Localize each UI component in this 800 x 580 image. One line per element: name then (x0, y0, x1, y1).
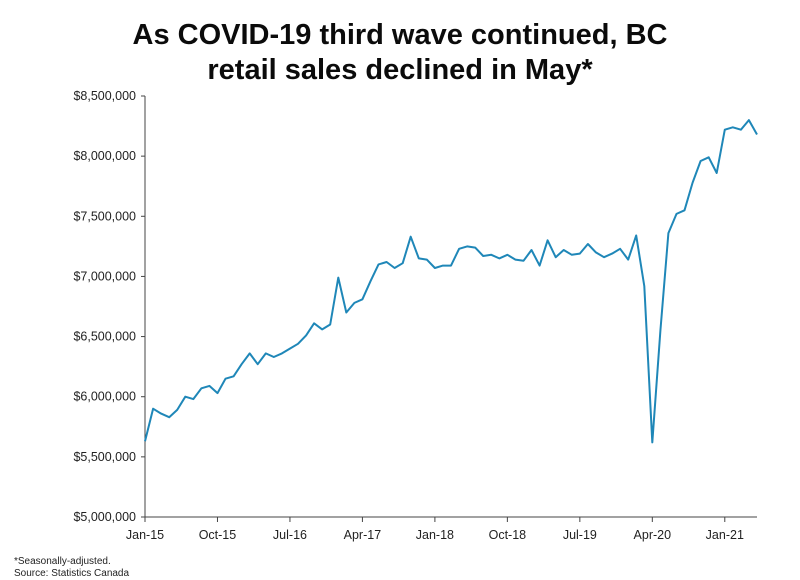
y-tick-label: $8,000,000 (73, 149, 136, 163)
y-tick-label: $6,500,000 (73, 330, 136, 344)
chart-title-line-1: As COVID-19 third wave continued, BC (132, 19, 668, 51)
footnote-seasonally-adjusted: *Seasonally-adjusted. (14, 556, 111, 567)
y-tick-label: $7,500,000 (73, 209, 136, 223)
y-tick-label: $7,000,000 (73, 269, 136, 283)
x-tick-label: Jan-21 (706, 528, 744, 542)
x-tick-label: Apr-17 (344, 528, 382, 542)
y-tick-label: $5,000,000 (73, 510, 136, 524)
x-axis: Jan-15 Oct-15 Jul-16 Apr-17 Jan-18 Oct-18 Jul-… (126, 516, 757, 542)
footnotes: *Seasonally-adjusted. Source: Statistics… (14, 556, 129, 580)
y-tick-label: $6,000,000 (73, 390, 136, 404)
x-tick-label: Jan-18 (416, 528, 454, 542)
chart-title-line-2: retail sales declined in May* (207, 54, 593, 86)
x-tick-label: Jul-16 (273, 528, 307, 542)
y-axis: $5,000,000 $5,500,000 $6,000,000 $6,500,000… (73, 89, 146, 524)
series-layer (144, 119, 758, 444)
chart-title: As COVID-19 third wave continued, BC ret… (0, 18, 800, 88)
footnote-source: Source: Statistics Canada (14, 568, 130, 579)
y-tick-label: $8,500,000 (73, 89, 136, 103)
series-line-0 (144, 119, 758, 444)
x-tick-label: Oct-18 (489, 528, 527, 542)
x-tick-label: Jan-15 (126, 528, 164, 542)
x-tick-label: Jul-19 (563, 528, 597, 542)
x-tick-label: Apr-20 (634, 528, 672, 542)
y-tick-label: $5,500,000 (73, 450, 136, 464)
x-tick-label: Oct-15 (199, 528, 237, 542)
